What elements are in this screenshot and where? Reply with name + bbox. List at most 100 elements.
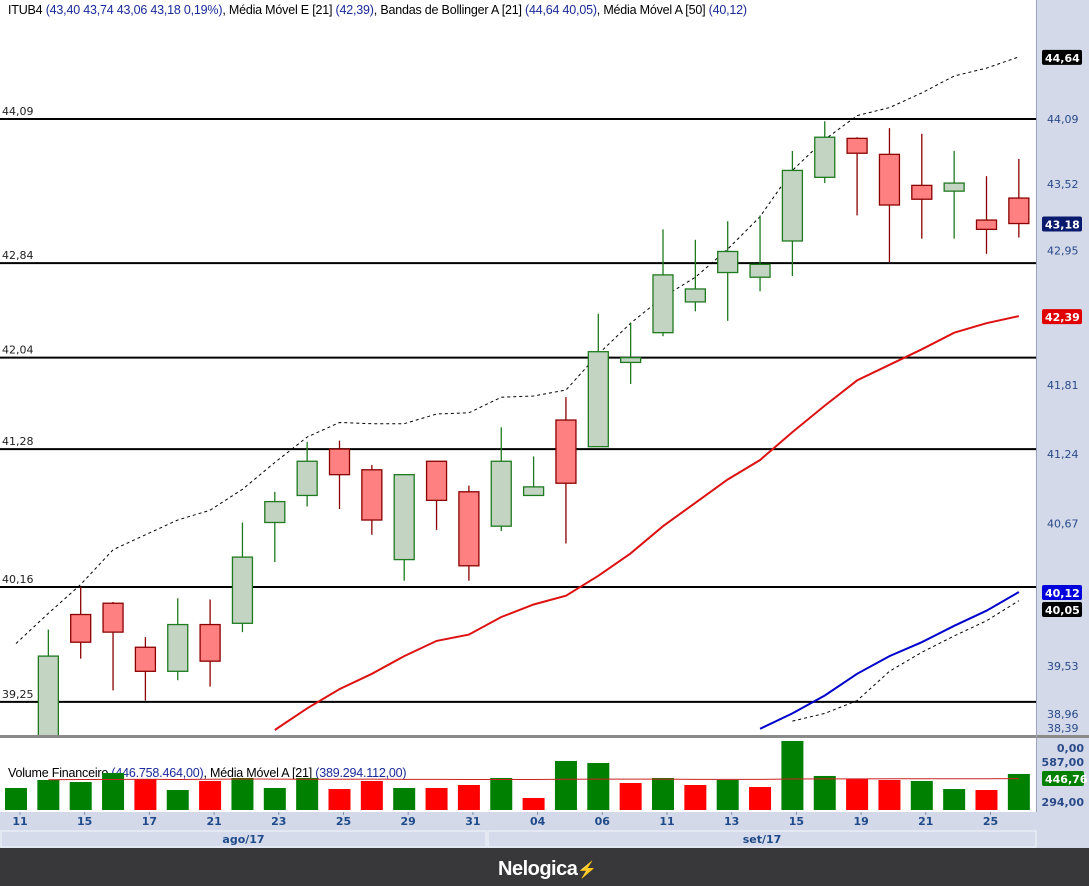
candle — [361, 464, 383, 535]
candle — [458, 485, 480, 581]
volume-bar — [425, 787, 448, 810]
candle-body — [37, 655, 59, 735]
price-tick-label: 38,39 — [1047, 722, 1079, 735]
volume-bar — [490, 777, 513, 810]
candle-body — [555, 419, 577, 484]
volume-tick-label: 587,00 — [1042, 756, 1085, 769]
month-label: ago/17 — [222, 833, 264, 846]
candle — [717, 221, 739, 321]
time-tick-label: 21 — [206, 815, 221, 828]
candle-body — [911, 184, 933, 200]
candle — [231, 522, 254, 633]
volume-bar — [360, 780, 383, 810]
candle — [652, 229, 674, 337]
candle-body — [296, 460, 318, 497]
candle — [555, 397, 577, 544]
volume-bar — [910, 780, 933, 810]
time-tick-label: 19 — [853, 815, 868, 828]
time-tick-label: 06 — [595, 815, 611, 828]
level-label: 41,28 — [2, 435, 34, 448]
bollinger-value: (44,64 40,05) — [525, 3, 597, 17]
volume-bar — [943, 789, 966, 810]
nelogica-logo: Nelogica⚡ — [498, 858, 597, 880]
volume-bar — [684, 785, 707, 810]
candle-body — [1008, 197, 1030, 225]
volume-bar — [813, 775, 836, 810]
candle-body — [393, 474, 415, 561]
candle — [749, 215, 771, 292]
ema-label: Média Móvel E [21] — [228, 3, 333, 17]
candle — [781, 150, 804, 277]
level-label: 44,09 — [2, 105, 34, 118]
candle — [587, 313, 609, 448]
ema21-line — [274, 315, 1020, 731]
candle — [522, 456, 545, 497]
candle — [911, 133, 933, 239]
volume-bar — [102, 772, 125, 810]
time-tick-label: 11 — [659, 815, 674, 828]
bollinger-lower-line — [792, 600, 1020, 722]
candle — [296, 441, 318, 507]
volume-bar — [134, 779, 157, 810]
candle — [878, 128, 901, 262]
volume-bar — [5, 787, 27, 810]
volume-bar — [296, 777, 319, 810]
price-tick-label: 41,24 — [1047, 448, 1079, 461]
volume-bar — [846, 779, 869, 810]
time-tick-label: 13 — [724, 815, 739, 828]
level-label: 42,04 — [2, 344, 34, 357]
volume-bar — [328, 789, 351, 810]
month-band — [0, 830, 487, 848]
volume-bar — [554, 760, 577, 810]
volume-bar — [619, 782, 642, 810]
volume-tick-label: 0,00 — [1057, 742, 1084, 755]
volume-bar — [166, 790, 189, 810]
candle-body — [749, 263, 771, 278]
candle — [328, 440, 351, 509]
panel-separator — [1037, 735, 1089, 738]
time-tick-label: 25 — [983, 815, 998, 828]
price-badge-label: 42,39 — [1045, 311, 1080, 324]
price-badge — [1042, 601, 1082, 617]
volume-bar — [878, 780, 901, 810]
candle-body — [264, 500, 286, 524]
candle-body — [199, 623, 221, 662]
price-legend: ITUB4 (43,40 43,74 43,06 43,18 0,19%), M… — [8, 3, 747, 17]
candle — [134, 637, 157, 701]
candle-body — [361, 469, 383, 521]
volume-bar — [199, 780, 222, 810]
volume-bar — [1007, 773, 1030, 810]
candle-body — [717, 250, 739, 274]
candle — [943, 150, 965, 239]
price-tick-label: 41,81 — [1047, 379, 1079, 392]
price-badge — [1042, 216, 1082, 232]
candle — [490, 427, 512, 532]
candle-body — [328, 448, 351, 476]
volume-bar — [716, 780, 739, 810]
price-badge — [1042, 49, 1082, 65]
candle-body — [167, 623, 189, 672]
ema-value: (42,39) — [335, 3, 374, 17]
volume-bar — [749, 787, 772, 810]
price-tick-label: 43,52 — [1047, 178, 1079, 191]
candle — [199, 599, 221, 687]
level-label: 40,16 — [2, 573, 34, 586]
candle-body — [490, 460, 512, 527]
level-label: 42,84 — [2, 249, 34, 262]
candle-body — [846, 137, 868, 154]
chart-canvas[interactable]: 44,09 42,84 42,04 41,28 40,16 39,25 44,09 43,52… — [0, 0, 1089, 848]
candle-body — [458, 491, 480, 567]
time-tick-label: 29 — [401, 815, 416, 828]
volume-bar — [393, 787, 416, 810]
candle-body — [814, 136, 836, 178]
volume-ma-value: (389.294.112,00) — [315, 766, 407, 780]
price-badge-label: 43,18 — [1045, 219, 1080, 232]
candle-body — [781, 169, 804, 242]
candle-body — [975, 219, 998, 230]
volume-bar — [587, 762, 610, 810]
price-badge — [1042, 309, 1082, 325]
sma-label: Média Móvel A [50] — [603, 3, 706, 17]
candle — [102, 601, 124, 691]
volume-value: (446.758.464,00) — [111, 766, 204, 780]
volume-badge — [1042, 771, 1084, 786]
